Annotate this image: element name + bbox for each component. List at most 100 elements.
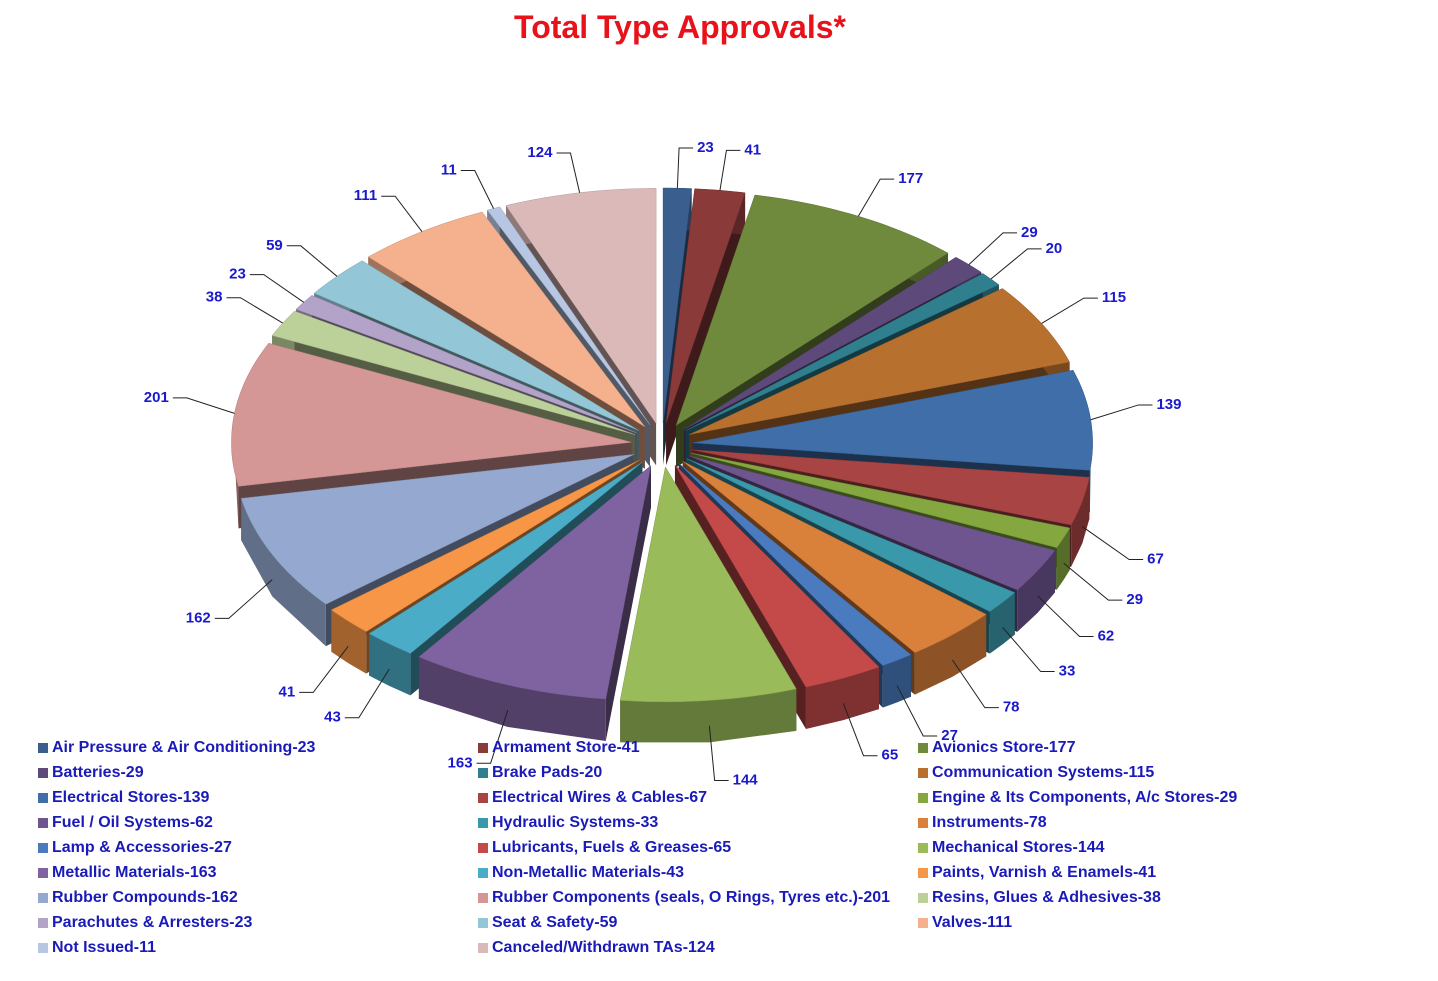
legend-swatch bbox=[478, 943, 488, 953]
slice bbox=[674, 464, 880, 688]
slice bbox=[330, 459, 640, 632]
legend-label: Armament Store-41 bbox=[492, 739, 640, 756]
slice bbox=[685, 273, 1000, 432]
slice bbox=[692, 369, 1093, 471]
slice bbox=[368, 461, 643, 654]
leader-line bbox=[676, 147, 694, 189]
slice bbox=[678, 463, 912, 666]
slice-wall bbox=[914, 614, 987, 695]
legend-swatch bbox=[38, 893, 48, 903]
data-label: 177 bbox=[898, 170, 923, 187]
legend-label: Brake Pads-20 bbox=[492, 764, 602, 781]
legend-swatch bbox=[38, 743, 48, 753]
slice-wall bbox=[882, 654, 911, 708]
legend-swatch bbox=[38, 943, 48, 953]
data-label: 124 bbox=[527, 144, 553, 161]
legend-swatch bbox=[38, 868, 48, 878]
leader-line bbox=[708, 725, 729, 781]
leader-line bbox=[299, 645, 349, 693]
legend-label: Engine & Its Components, A/c Stores-29 bbox=[932, 789, 1237, 806]
data-label: 163 bbox=[448, 754, 473, 771]
data-label: 201 bbox=[144, 389, 169, 406]
slice bbox=[692, 449, 1090, 526]
slice-wall bbox=[418, 656, 606, 741]
legend-label: Non-Metallic Materials-43 bbox=[492, 864, 684, 881]
chart-title: Total Type Approvals* bbox=[514, 9, 846, 45]
legend: Air Pressure & Air Conditioning-23 Armame… bbox=[38, 739, 1237, 956]
slice bbox=[682, 461, 987, 653]
slice bbox=[686, 458, 1016, 612]
leader-line bbox=[226, 297, 283, 324]
legend-label: Air Pressure & Air Conditioning-23 bbox=[52, 739, 316, 756]
leader-line bbox=[556, 152, 581, 193]
legend-swatch bbox=[38, 918, 48, 928]
leader-line bbox=[1041, 297, 1098, 324]
data-label: 20 bbox=[1046, 240, 1063, 257]
legend-swatch bbox=[918, 793, 928, 803]
data-label: 23 bbox=[229, 266, 246, 283]
legend-swatch bbox=[38, 793, 48, 803]
slice-wall bbox=[1017, 550, 1055, 632]
legend-swatch bbox=[918, 818, 928, 828]
data-label: 41 bbox=[744, 141, 761, 158]
slice bbox=[313, 260, 639, 431]
slice-tops bbox=[231, 187, 1093, 703]
slice bbox=[231, 342, 632, 487]
leader-line bbox=[857, 178, 895, 217]
slice-side bbox=[605, 465, 651, 742]
leader-line bbox=[286, 245, 338, 277]
slice bbox=[240, 454, 635, 605]
data-label: 115 bbox=[1102, 289, 1126, 306]
legend-label: Instruments-78 bbox=[932, 814, 1047, 831]
data-label: 29 bbox=[1126, 591, 1143, 608]
legend-label: Rubber Compounds-162 bbox=[52, 889, 238, 906]
slice bbox=[619, 466, 797, 703]
data-label: 78 bbox=[1003, 699, 1020, 716]
data-label: 162 bbox=[186, 609, 211, 626]
legend-swatch bbox=[918, 768, 928, 778]
leader-line bbox=[1002, 627, 1055, 673]
legend-label: Not Issued-11 bbox=[52, 939, 156, 956]
legend-label: Resins, Glues & Adhesives-38 bbox=[932, 889, 1161, 906]
legend-swatch bbox=[478, 843, 488, 853]
data-label: 23 bbox=[697, 139, 714, 156]
slice bbox=[271, 310, 635, 435]
data-label: 67 bbox=[1147, 551, 1164, 568]
leader-line bbox=[1090, 404, 1153, 421]
data-label: 11 bbox=[441, 161, 457, 178]
legend-swatch bbox=[478, 818, 488, 828]
leader-line bbox=[344, 668, 390, 719]
leader-line bbox=[842, 703, 878, 757]
leader-line bbox=[476, 710, 509, 764]
legend-label: Hydraulic Systems-33 bbox=[492, 814, 658, 831]
legend-label: Lamp & Accessories-27 bbox=[52, 839, 232, 856]
legend-label: Mechanical Stores-144 bbox=[932, 839, 1105, 856]
slice-wall bbox=[989, 592, 1015, 654]
slice bbox=[418, 464, 652, 700]
leader-line bbox=[1037, 595, 1094, 638]
legend-swatch bbox=[38, 768, 48, 778]
legend-swatch bbox=[918, 893, 928, 903]
legend-label: Lubricants, Fuels & Greases-65 bbox=[492, 839, 731, 856]
slice-wall bbox=[805, 667, 879, 729]
legend-swatch bbox=[478, 893, 488, 903]
data-label: 65 bbox=[882, 747, 899, 764]
data-label: 43 bbox=[324, 709, 341, 726]
legend-label: Communication Systems-115 bbox=[932, 764, 1154, 781]
legend-label: Batteries-29 bbox=[52, 764, 144, 781]
data-labels: 23 41 177 29 20 115 139 67 29 62 33 78 27 65 144 163 43 4… bbox=[144, 139, 1182, 788]
data-label: 111 bbox=[354, 187, 377, 204]
leader-line bbox=[249, 274, 305, 303]
legend-swatch bbox=[38, 818, 48, 828]
leader-line bbox=[1082, 526, 1144, 561]
leader-line bbox=[381, 195, 423, 232]
leader-line bbox=[172, 397, 235, 414]
slice bbox=[688, 455, 1056, 591]
legend-label: Electrical Stores-139 bbox=[52, 789, 210, 806]
leader-line bbox=[719, 149, 741, 191]
slice-wall bbox=[241, 498, 326, 647]
legend-swatch bbox=[918, 743, 928, 753]
slice-wall bbox=[1071, 477, 1090, 567]
